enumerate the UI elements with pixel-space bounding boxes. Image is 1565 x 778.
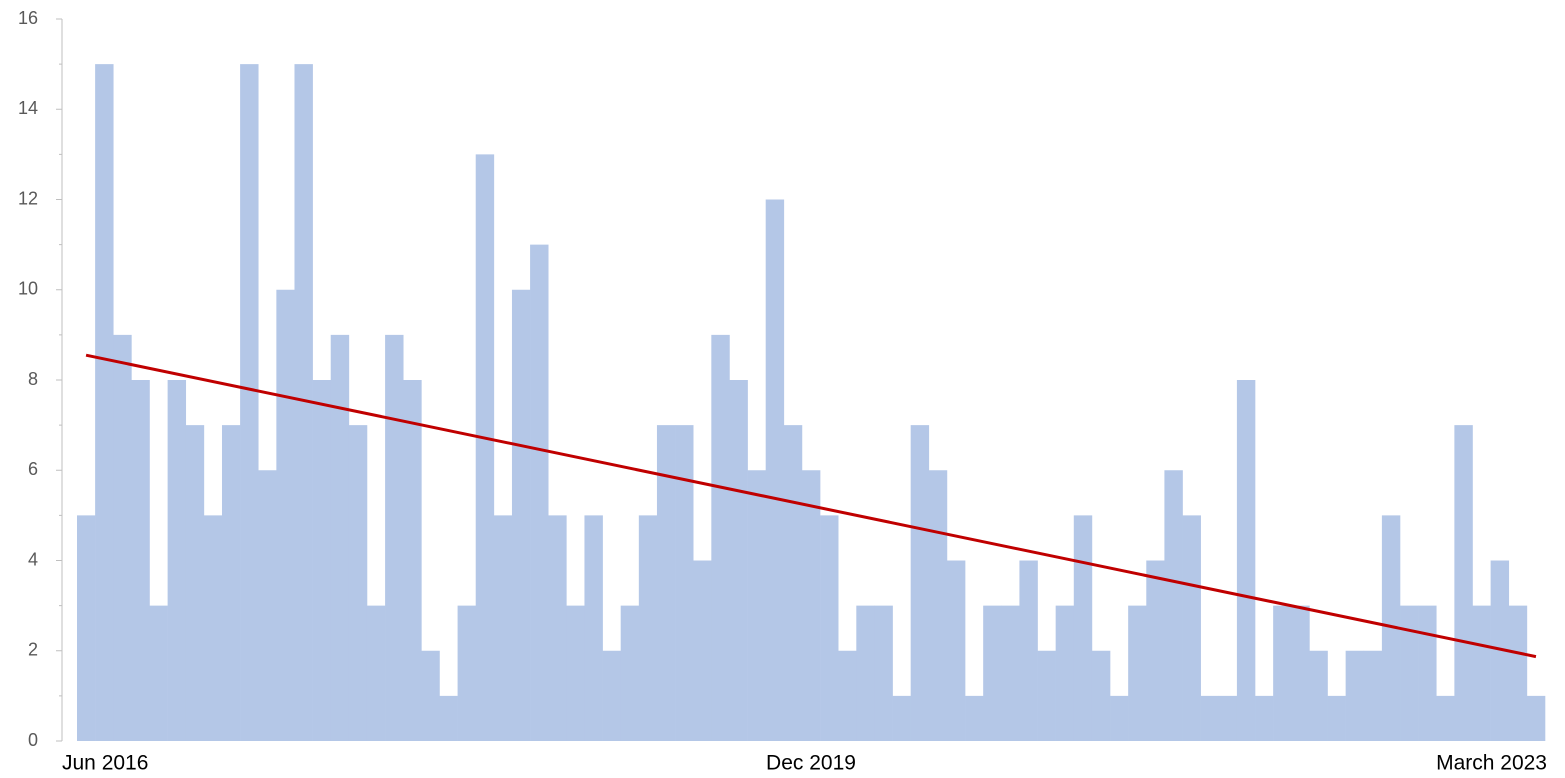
bar (221, 425, 241, 741)
bar (439, 695, 458, 741)
bar (656, 425, 676, 741)
bar (131, 380, 150, 741)
bar (638, 515, 658, 741)
bar (1490, 560, 1510, 741)
bar (783, 425, 803, 741)
y-tick-label: 2 (28, 640, 38, 660)
bar (584, 515, 603, 741)
bar (693, 560, 712, 741)
bar (421, 650, 440, 741)
bar (258, 470, 277, 741)
bar (675, 425, 694, 741)
bar (602, 650, 622, 741)
bar (1218, 695, 1238, 741)
bar (620, 605, 640, 741)
bar (530, 244, 549, 741)
bar (1418, 605, 1437, 741)
bar (312, 380, 332, 741)
bar (240, 64, 259, 741)
bar (1255, 695, 1274, 741)
y-tick-label: 4 (28, 549, 38, 569)
bar (566, 605, 585, 741)
bar (1055, 605, 1075, 741)
bar (475, 154, 495, 741)
y-tick-label: 6 (28, 459, 38, 479)
bar (457, 605, 477, 741)
bar (1182, 515, 1201, 741)
bar (95, 64, 114, 741)
trendline (85, 353, 1537, 659)
bar (493, 515, 513, 741)
y-tick-label: 8 (28, 369, 38, 389)
bar (1037, 650, 1056, 741)
bar (711, 334, 730, 741)
bar (77, 515, 96, 741)
bar (511, 289, 531, 741)
bar (149, 605, 168, 741)
x-tick-label: Jun 2016 (62, 752, 148, 775)
bar (729, 380, 748, 741)
bar (1454, 425, 1473, 741)
bar (1091, 650, 1111, 741)
bar (747, 470, 766, 741)
bar (348, 425, 368, 741)
bar (1309, 650, 1328, 741)
bar (1381, 515, 1401, 741)
y-tick-label: 12 (18, 188, 38, 208)
bar (1164, 470, 1183, 741)
bar (1472, 605, 1491, 741)
x-tick-label: Dec 2019 (766, 752, 856, 775)
bar (1128, 605, 1147, 741)
y-tick-label: 16 (18, 8, 38, 28)
bar (1273, 605, 1292, 741)
bar (892, 695, 911, 741)
bar (1526, 695, 1546, 741)
bar (1110, 695, 1129, 741)
y-tick-label: 14 (18, 98, 38, 118)
bar (1200, 695, 1220, 741)
bar (1146, 560, 1165, 741)
x-tick-label: March 2023 (1436, 752, 1547, 775)
bar (983, 605, 1002, 741)
bar (820, 515, 839, 741)
bar (113, 334, 132, 741)
bar (838, 650, 857, 741)
bar (1291, 605, 1310, 741)
bar (403, 380, 422, 741)
bar (1508, 605, 1528, 741)
bar (1001, 605, 1020, 741)
bar (366, 605, 386, 741)
bar (1327, 695, 1346, 741)
bar (185, 425, 205, 741)
bar (385, 334, 404, 741)
bar (856, 605, 875, 741)
bar (1019, 560, 1038, 741)
bar (1073, 515, 1093, 741)
bar (910, 425, 930, 741)
bar (203, 515, 223, 741)
bar (294, 64, 313, 741)
bar (765, 199, 785, 741)
bar (1363, 650, 1383, 741)
bar (1345, 650, 1365, 741)
y-tick-label: 0 (28, 730, 38, 750)
bar (965, 695, 984, 741)
bar (946, 560, 966, 741)
bar (1436, 695, 1455, 741)
bar (874, 605, 893, 741)
bar (1236, 380, 1256, 741)
bar (1400, 605, 1419, 741)
bar (276, 289, 295, 741)
y-tick-label: 10 (18, 279, 38, 299)
bar (801, 470, 821, 741)
bar (548, 515, 567, 741)
bar (167, 380, 187, 741)
bar (928, 470, 948, 741)
bar (330, 334, 350, 741)
